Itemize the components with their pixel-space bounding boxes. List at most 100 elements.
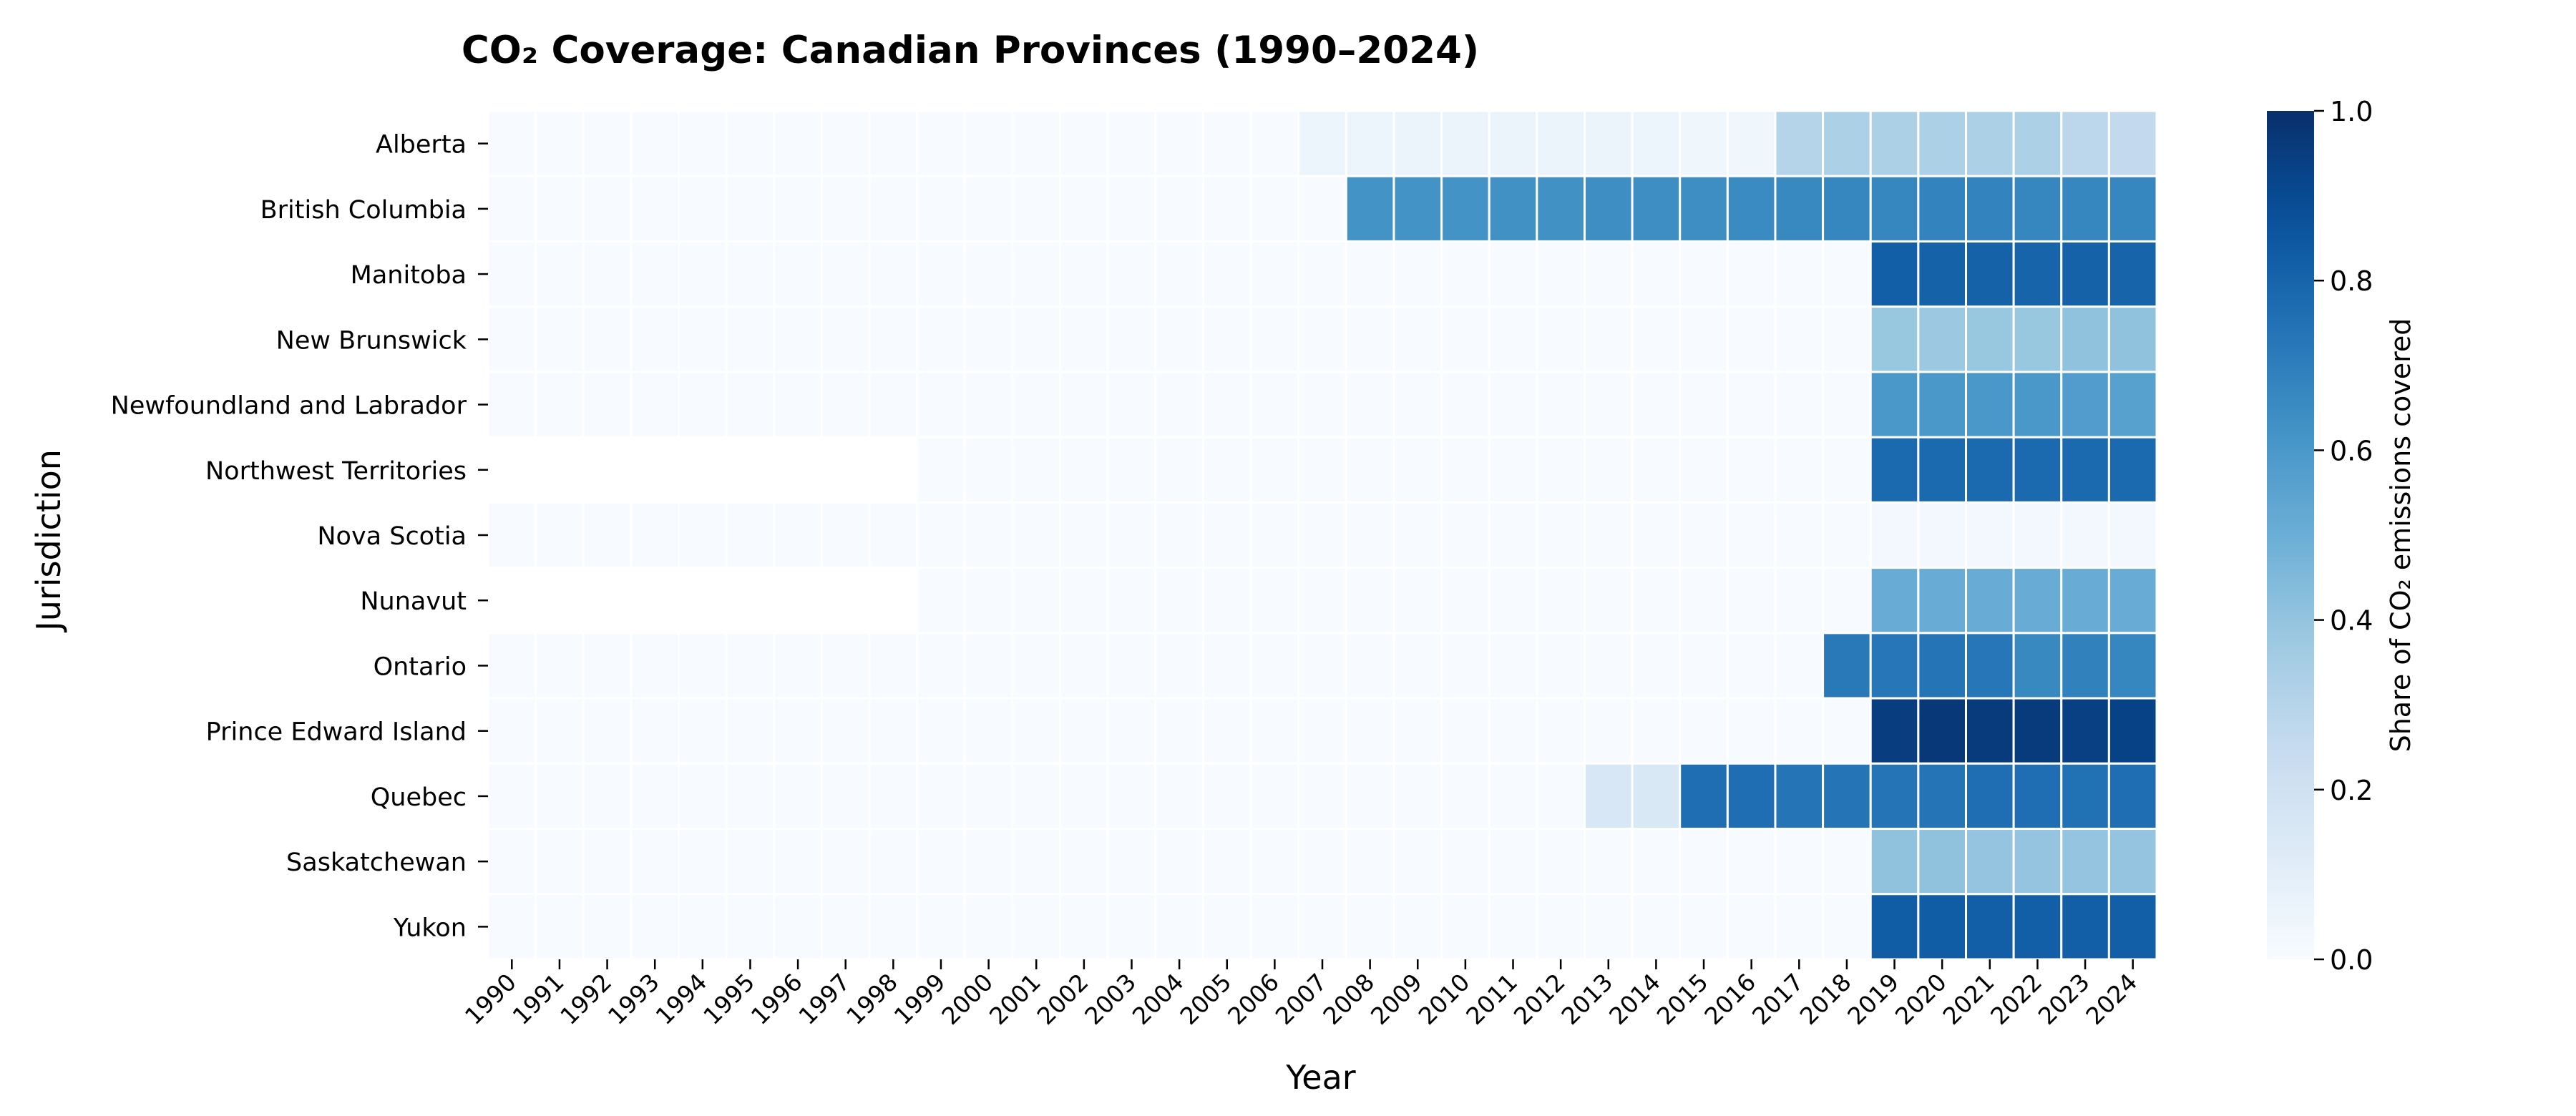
heatmap-cell — [725, 567, 776, 635]
heatmap-cell — [1154, 371, 1204, 439]
heatmap-cell — [1440, 893, 1491, 961]
heatmap-cell — [1869, 893, 1920, 961]
heatmap-cell — [1869, 240, 1920, 308]
heatmap-cell — [1631, 893, 1682, 961]
heatmap-cell — [535, 697, 585, 765]
heatmap-cell — [2107, 567, 2158, 635]
heatmap-cell — [725, 697, 776, 765]
heatmap-cell — [868, 762, 919, 831]
heatmap-cell — [963, 175, 1014, 243]
heatmap-cell — [868, 893, 919, 961]
heatmap-cell — [1488, 240, 1538, 308]
heatmap-cell — [1583, 893, 1634, 961]
heatmap-cell — [1536, 240, 1586, 308]
heatmap-cell — [1249, 175, 1300, 243]
heatmap-cell — [1249, 828, 1300, 896]
heatmap-cell — [820, 305, 871, 373]
heatmap-cell — [1869, 109, 1920, 177]
heatmap-cell — [1297, 240, 1347, 308]
heatmap-cell — [1154, 501, 1204, 569]
heatmap-cell — [1345, 828, 1395, 896]
heatmap-cell — [1059, 762, 1109, 831]
heatmap-cell — [630, 828, 680, 896]
heatmap-cell — [963, 501, 1014, 569]
heatmap-cell — [535, 828, 585, 896]
heatmap-cell — [1822, 762, 1872, 831]
heatmap-cell — [582, 371, 633, 439]
heatmap-cell — [725, 762, 776, 831]
heatmap-cell — [963, 632, 1014, 700]
heatmap-cell — [1869, 697, 1920, 765]
heatmap-cell — [2060, 305, 2110, 373]
heatmap-cell — [1679, 567, 1729, 635]
heatmap-cell — [773, 371, 823, 439]
heatmap-cell — [725, 828, 776, 896]
heatmap-cell — [1154, 762, 1204, 831]
heatmap-cell — [2107, 436, 2158, 504]
heatmap-cell — [1249, 109, 1300, 177]
heatmap-cell — [1679, 175, 1729, 243]
heatmap-cell — [487, 828, 537, 896]
heatmap-cell — [1536, 109, 1586, 177]
heatmap-cell — [1964, 175, 2015, 243]
heatmap-cell — [1869, 501, 1920, 569]
y-tick-label: Nova Scotia — [317, 522, 467, 551]
heatmap-cell — [1440, 240, 1491, 308]
heatmap-cell — [582, 632, 633, 700]
heatmap-cell — [1345, 762, 1395, 831]
heatmap-cell — [2012, 175, 2063, 243]
heatmap-cell — [1440, 371, 1491, 439]
heatmap-cell — [1059, 109, 1109, 177]
heatmap-cell — [535, 893, 585, 961]
heatmap-cell — [1917, 109, 1967, 177]
heatmap-cell — [1679, 632, 1729, 700]
heatmap-cell — [1106, 371, 1157, 439]
heatmap-cell — [1774, 697, 1825, 765]
heatmap-cell — [1249, 567, 1300, 635]
heatmap-cell — [725, 240, 776, 308]
heatmap-cell — [868, 697, 919, 765]
heatmap-cell — [1249, 762, 1300, 831]
heatmap-cell — [1964, 828, 2015, 896]
heatmap-cell — [2107, 632, 2158, 700]
heatmap-cell — [1536, 828, 1586, 896]
heatmap-cell — [916, 501, 966, 569]
heatmap-cell — [1392, 697, 1443, 765]
x-tick-label: 2014 — [1604, 968, 1666, 1030]
heatmap-cell — [2107, 109, 2158, 177]
x-tick-label: 1998 — [841, 968, 903, 1030]
heatmap-cell — [725, 501, 776, 569]
heatmap-cell — [1583, 501, 1634, 569]
heatmap-cell — [1249, 305, 1300, 373]
heatmap-cell — [820, 697, 871, 765]
heatmap-cell — [487, 436, 537, 504]
y-tick-label: Nunavut — [360, 587, 467, 616]
heatmap-cell — [1440, 436, 1491, 504]
heatmap-cell — [916, 632, 966, 700]
heatmap-cell — [1154, 305, 1204, 373]
heatmap-cell — [1822, 501, 1872, 569]
heatmap-cell — [868, 175, 919, 243]
heatmap-cell — [1679, 109, 1729, 177]
heatmap-cell — [820, 567, 871, 635]
x-axis-ticks: 1990199119921993199419951996199719981999… — [459, 959, 2142, 1030]
heatmap-cell — [630, 175, 680, 243]
heatmap-cell — [678, 632, 728, 700]
x-tick-label: 2013 — [1556, 968, 1618, 1030]
heatmap-cell — [1822, 893, 1872, 961]
heatmap-cell — [1201, 567, 1252, 635]
heatmap-cell — [1488, 632, 1538, 700]
heatmap-cell — [916, 240, 966, 308]
heatmap-cell — [487, 893, 537, 961]
heatmap-cell — [1917, 175, 1967, 243]
heatmap-cell — [1392, 175, 1443, 243]
heatmap-cell — [1059, 567, 1109, 635]
heatmap-cell — [1059, 501, 1109, 569]
heatmap-cell — [916, 436, 966, 504]
heatmap-cell — [1917, 436, 1967, 504]
y-axis-label: Jurisdiction — [29, 449, 68, 633]
heatmap-cell — [1154, 567, 1204, 635]
heatmap-cell — [1059, 305, 1109, 373]
heatmap-cell — [1488, 697, 1538, 765]
